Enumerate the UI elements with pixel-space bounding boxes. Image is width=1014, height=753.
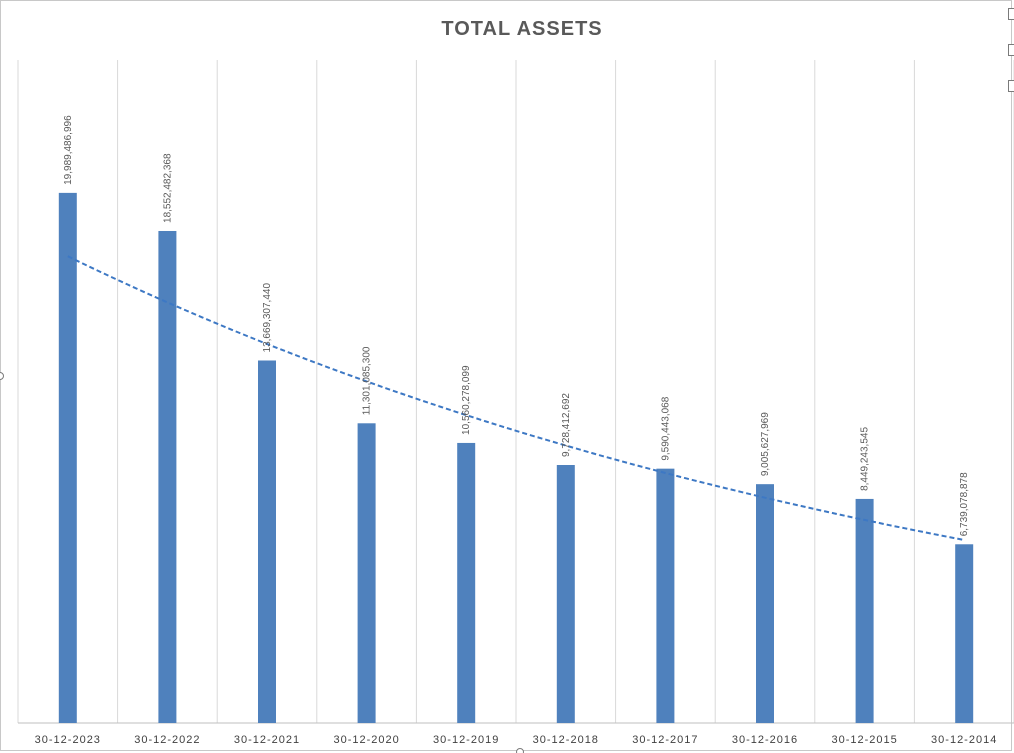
- bar-30-12-2023: [58, 192, 77, 724]
- data-labels: 19,989,486,996 18,552,482,368 13,669,307,4…: [63, 115, 970, 536]
- x-tick-label: 30-12-2014: [931, 734, 997, 746]
- x-tick-label: 30-12-2018: [533, 734, 599, 746]
- resize-handle[interactable]: [1008, 8, 1014, 20]
- data-label: 13,669,307,440: [262, 283, 273, 353]
- resize-handle[interactable]: [516, 748, 524, 753]
- bar-30-12-2015: [855, 498, 874, 723]
- data-label: 18,552,482,368: [162, 153, 173, 223]
- x-tick-label: 30-12-2015: [831, 734, 897, 746]
- resize-handle[interactable]: [1008, 44, 1014, 56]
- bar-30-12-2017: [656, 468, 675, 723]
- data-label: 8,449,243,545: [860, 427, 871, 491]
- x-tick-label: 30-12-2020: [333, 734, 399, 746]
- data-label: 9,590,443,068: [660, 396, 671, 460]
- x-tick-label: 30-12-2017: [632, 734, 698, 746]
- data-label: 10,560,278,099: [461, 365, 472, 435]
- trendline-path: [67, 255, 965, 541]
- x-tick-label: 30-12-2016: [732, 734, 798, 746]
- bar-30-12-2022: [158, 230, 177, 724]
- bar-30-12-2016: [756, 484, 774, 723]
- gridlines: [17, 60, 1014, 724]
- x-tick-label: 30-12-2022: [134, 734, 200, 746]
- bars: [58, 192, 974, 724]
- x-tick-label: 30-12-2023: [35, 734, 101, 746]
- bar-30-12-2019: [457, 442, 476, 723]
- resize-handle[interactable]: [1008, 80, 1014, 92]
- data-label: 9,728,412,692: [561, 393, 572, 457]
- x-tick-label: 30-12-2019: [433, 734, 499, 746]
- trendline: [67, 255, 965, 541]
- bar-30-12-2021: [258, 360, 276, 723]
- data-label: 6,739,078,878: [959, 472, 970, 536]
- data-label: 19,989,486,996: [63, 115, 74, 185]
- data-label: 11,301,085,300: [362, 346, 373, 415]
- data-label: 9,005,627,969: [760, 412, 771, 476]
- x-tick-label: 30-12-2021: [234, 734, 300, 746]
- bar-30-12-2018: [556, 465, 575, 723]
- chart-title: TOTAL ASSETS: [441, 18, 602, 40]
- x-axis-ticks: 30-12-2023 30-12-2022 30-12-2021 30-12-2020…: [35, 734, 997, 746]
- bar-30-12-2014: [955, 544, 974, 723]
- bar-30-12-2020: [357, 423, 376, 723]
